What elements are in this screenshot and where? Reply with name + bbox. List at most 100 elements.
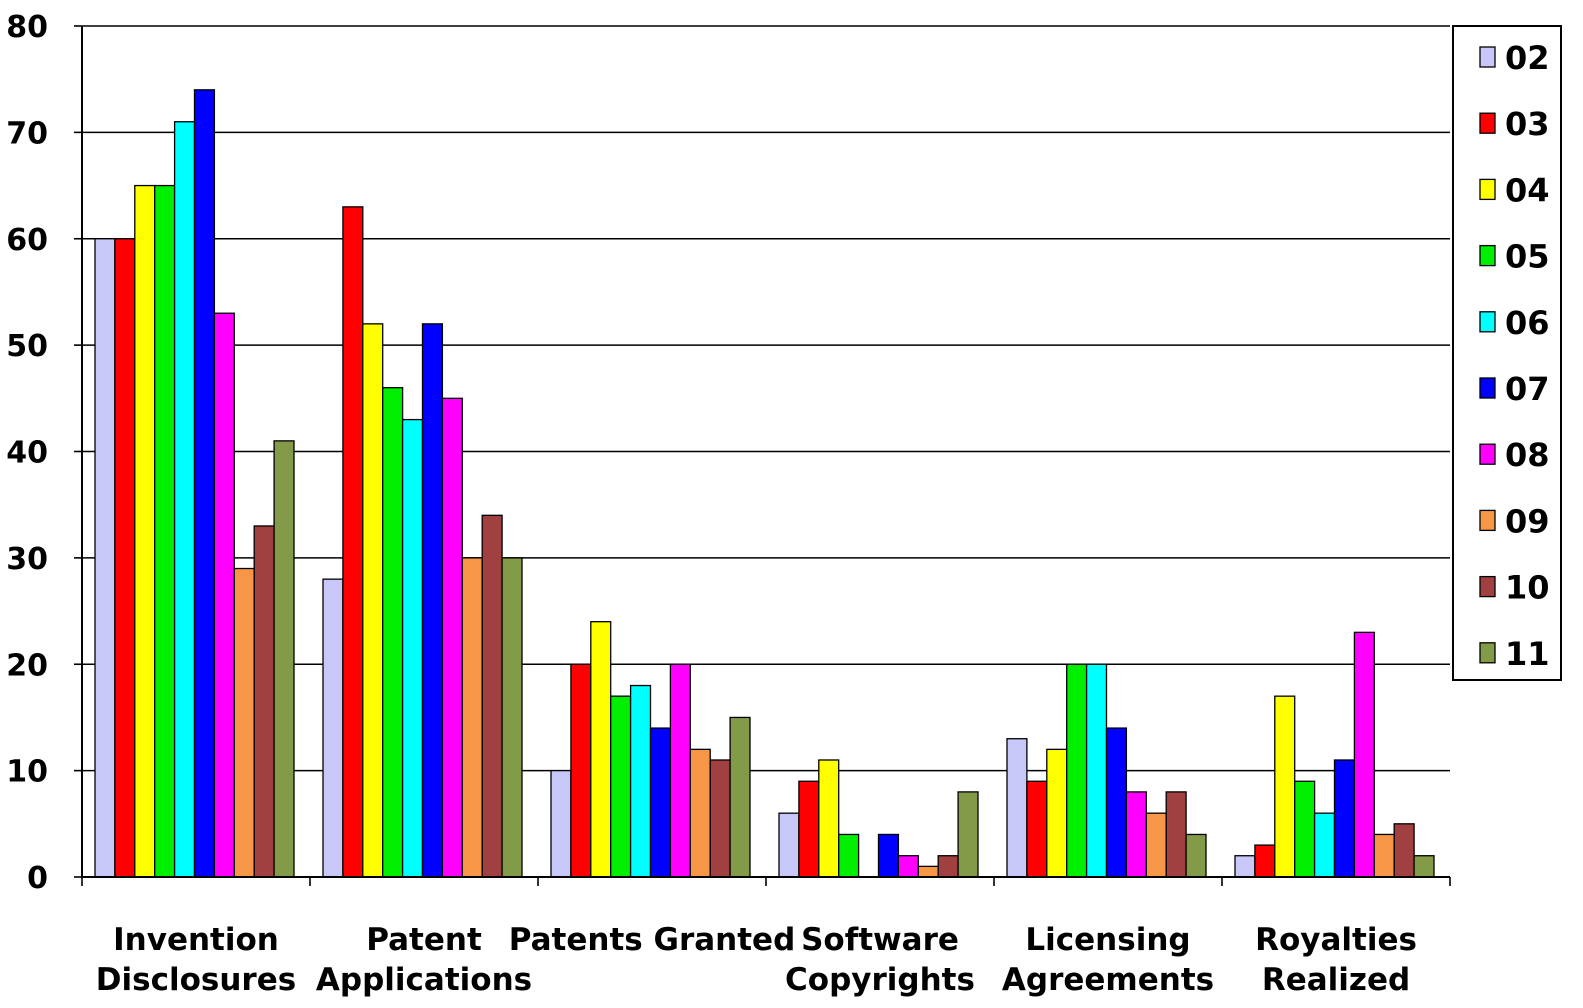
axes xyxy=(74,25,1451,886)
bar-04-cat-4 xyxy=(1046,748,1068,878)
bar-10-cat-1 xyxy=(481,514,503,878)
bar-08-cat-0 xyxy=(213,312,235,878)
legend-label-04: 04 xyxy=(1505,171,1550,209)
bar-06-cat-0 xyxy=(173,121,196,878)
bar-10-cat-5 xyxy=(1393,823,1415,878)
bar-09-cat-5 xyxy=(1373,833,1395,878)
bar-10-cat-2 xyxy=(709,759,731,878)
bar-08-cat-3 xyxy=(897,855,919,878)
x-category-label-3-line-1: Copyrights xyxy=(785,962,975,998)
bar-07-cat-2 xyxy=(649,727,672,878)
bar-08-cat-2 xyxy=(669,663,691,878)
bar-05-cat-4 xyxy=(1066,663,1088,878)
bar-08-cat-4 xyxy=(1125,791,1147,878)
bar-07-cat-5 xyxy=(1333,759,1356,878)
x-category-label-1-line-1: Applications xyxy=(316,962,532,998)
bar-03-cat-1 xyxy=(342,206,364,878)
legend-label-06: 06 xyxy=(1505,304,1550,342)
bar-11-cat-1 xyxy=(501,557,523,878)
y-tick-label-0: 0 xyxy=(27,861,48,896)
x-category-label-4-line-0: Licensing xyxy=(1025,922,1190,958)
bar-09-cat-2 xyxy=(689,748,711,878)
gridlines xyxy=(82,25,1450,772)
legend-swatch-11 xyxy=(1479,642,1496,664)
legend-label-07: 07 xyxy=(1505,370,1550,408)
bar-06-cat-1 xyxy=(401,418,424,878)
bar-10-cat-0 xyxy=(253,525,275,878)
y-tick-label-30: 30 xyxy=(6,542,48,577)
bar-03-cat-4 xyxy=(1026,780,1048,878)
bar-04-cat-2 xyxy=(590,621,612,878)
y-tick-label-60: 60 xyxy=(6,223,48,258)
bar-09-cat-3 xyxy=(917,865,939,878)
legend-label-08: 08 xyxy=(1505,436,1550,474)
bar-03-cat-3 xyxy=(798,780,820,878)
bar-11-cat-0 xyxy=(273,440,295,878)
legend-swatch-08 xyxy=(1479,443,1496,465)
bar-11-cat-5 xyxy=(1413,855,1435,878)
legend-swatch-02 xyxy=(1479,46,1496,68)
legend-box xyxy=(1452,25,1562,681)
bars xyxy=(94,89,1435,878)
legend-swatch-07 xyxy=(1479,377,1496,399)
legend-swatch-04 xyxy=(1479,178,1496,201)
legend-label-10: 10 xyxy=(1505,569,1550,607)
y-tick-label-40: 40 xyxy=(6,436,48,471)
legend-label-03: 03 xyxy=(1505,105,1550,143)
bar-05-cat-5 xyxy=(1294,780,1316,878)
bar-02-cat-2 xyxy=(550,769,572,878)
bar-07-cat-1 xyxy=(421,323,444,878)
y-tick-label-80: 80 xyxy=(6,10,48,45)
bar-04-cat-1 xyxy=(362,323,384,878)
legend-label-05: 05 xyxy=(1505,238,1550,276)
bar-11-cat-2 xyxy=(729,716,751,878)
bar-05-cat-2 xyxy=(610,695,632,878)
bar-09-cat-4 xyxy=(1145,812,1167,878)
y-tick-label-20: 20 xyxy=(6,648,48,683)
bar-05-cat-0 xyxy=(154,184,176,878)
bar-06-cat-2 xyxy=(629,684,652,878)
legend-swatch-05 xyxy=(1479,244,1496,267)
bar-09-cat-1 xyxy=(461,557,483,878)
x-category-label-5-line-1: Realized xyxy=(1262,962,1410,998)
bar-03-cat-5 xyxy=(1254,844,1276,878)
bar-11-cat-3 xyxy=(957,791,979,878)
bar-02-cat-4 xyxy=(1006,738,1028,878)
bar-06-cat-4 xyxy=(1085,663,1108,878)
bar-11-cat-4 xyxy=(1185,833,1207,878)
bar-07-cat-0 xyxy=(193,89,216,878)
bar-09-cat-0 xyxy=(233,567,255,878)
bar-07-cat-3 xyxy=(877,833,900,878)
legend-swatch-09 xyxy=(1479,509,1496,532)
bar-02-cat-3 xyxy=(778,812,800,878)
x-category-label-0-line-1: Disclosures xyxy=(96,962,296,998)
bar-10-cat-3 xyxy=(937,855,959,878)
x-category-label-4-line-1: Agreements xyxy=(1002,962,1214,998)
bar-04-cat-0 xyxy=(134,184,156,878)
legend-swatch-03 xyxy=(1479,112,1496,134)
bar-02-cat-5 xyxy=(1234,855,1256,878)
legend-swatch-10 xyxy=(1479,575,1496,598)
y-tick-labels: 0 10 20 30 40 50 60 70 80 xyxy=(6,10,48,896)
bar-04-cat-3 xyxy=(818,759,840,878)
legend: 02 03 04 05 06 07 08 09 10 11 xyxy=(1452,25,1562,681)
legend-label-02: 02 xyxy=(1505,39,1550,77)
bar-03-cat-0 xyxy=(114,238,136,878)
y-tick-label-50: 50 xyxy=(6,329,48,364)
bar-05-cat-1 xyxy=(382,387,404,878)
bar-07-cat-4 xyxy=(1105,727,1128,878)
y-tick-label-70: 70 xyxy=(6,116,48,151)
x-category-labels: Invention Disclosures Patent Applications Pa… xyxy=(96,922,1417,998)
bar-04-cat-5 xyxy=(1274,695,1296,878)
bar-02-cat-1 xyxy=(322,578,344,878)
bar-08-cat-1 xyxy=(441,397,463,878)
bar-10-cat-4 xyxy=(1165,791,1187,878)
bar-05-cat-3 xyxy=(838,833,860,878)
x-category-label-1-line-0: Patent xyxy=(366,922,482,958)
legend-label-11: 11 xyxy=(1505,635,1550,673)
y-tick-label-10: 10 xyxy=(6,755,48,790)
x-category-label-3-line-0: Software xyxy=(801,922,959,958)
bar-06-cat-5 xyxy=(1313,812,1336,878)
bar-03-cat-2 xyxy=(570,663,592,878)
